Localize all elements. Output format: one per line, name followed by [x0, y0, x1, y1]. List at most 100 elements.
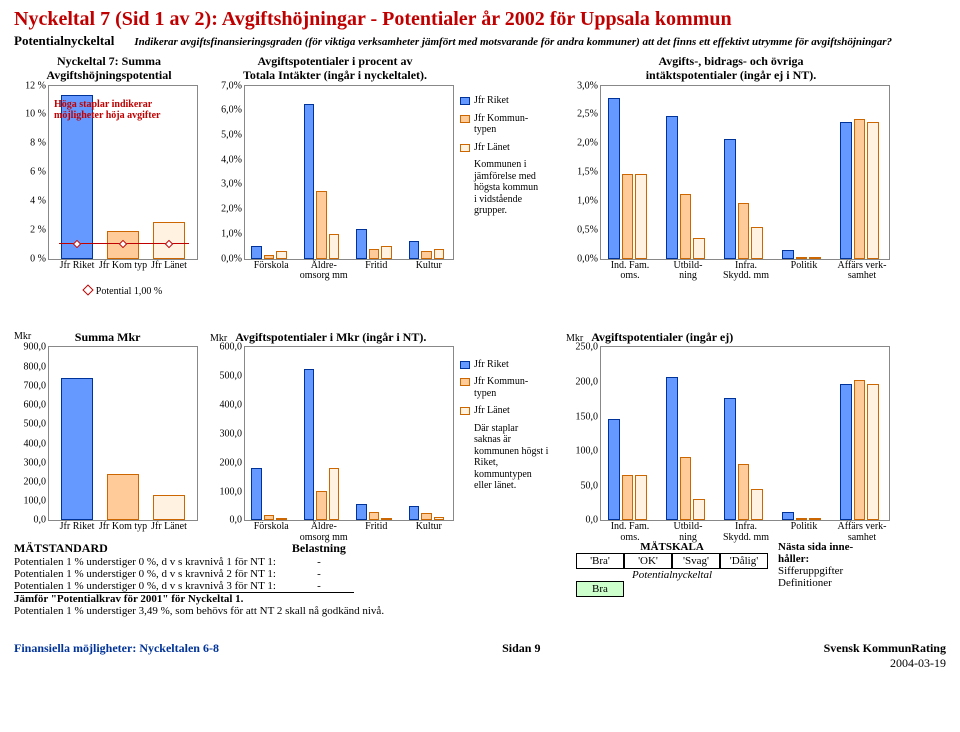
bar — [304, 369, 315, 521]
x-label: Jfr Riket — [60, 259, 95, 272]
x-label: Fritid — [365, 520, 387, 533]
y-tick: 12 % — [25, 80, 49, 91]
y-tick: 600,0 — [220, 342, 246, 353]
bar — [107, 474, 139, 521]
bar — [356, 504, 367, 520]
chart-1-1-note: Höga staplar indikerarmöjligheter höja a… — [54, 99, 160, 121]
y-tick: 6,0% — [221, 105, 245, 116]
y-tick: 3,0% — [577, 80, 601, 91]
y-tick: 0,0% — [577, 253, 601, 264]
bar — [854, 380, 866, 520]
y-tick: 0,0 — [34, 515, 50, 526]
bar — [666, 377, 678, 521]
x-label: Jfr Länet — [151, 520, 187, 533]
y-tick: 0,0 — [586, 515, 602, 526]
chart-2-3: MkrAvgiftspotentialer (ingår ej) 250,020… — [566, 331, 896, 522]
charts-row-1: Nyckeltal 7: SummaAvgiftshöjningspotenti… — [14, 55, 946, 297]
x-label: Kultur — [416, 259, 442, 272]
bar — [421, 513, 432, 520]
y-tick: 2,0% — [577, 138, 601, 149]
chart-1-3-title: Avgifts-, bidrags- och övrigaintäktspote… — [566, 55, 896, 83]
y-tick: 100,0 — [220, 486, 246, 497]
bar — [867, 384, 879, 521]
x-label: Jfr Riket — [60, 520, 95, 533]
bar — [608, 98, 620, 258]
legend-item: Jfr Länet — [460, 405, 555, 417]
bar — [369, 512, 380, 521]
y-tick: 3,0% — [221, 179, 245, 190]
bar — [724, 139, 736, 259]
y-tick: 1,5% — [577, 167, 601, 178]
y-tick: 600,0 — [24, 400, 50, 411]
subhead-right: Indikerar avgiftsfinansieringsgraden (fö… — [134, 36, 892, 48]
x-label: Utbild-ning — [674, 259, 703, 282]
y-tick: 2 % — [30, 224, 49, 235]
y-tick: 0,0 — [230, 515, 246, 526]
result-cell: Bra — [576, 581, 624, 597]
bar — [622, 475, 634, 521]
bar — [622, 174, 634, 259]
x-label: Jfr Länet — [151, 259, 187, 272]
bar — [421, 251, 432, 259]
y-tick: 400,0 — [220, 400, 246, 411]
bar — [782, 250, 794, 258]
legend-item: Jfr Riket — [460, 95, 555, 107]
bar — [304, 104, 315, 259]
y-tick: 300,0 — [220, 428, 246, 439]
footer: Finansiella möjligheter: Nyckeltalen 6-8… — [14, 641, 946, 671]
x-label: Kultur — [416, 520, 442, 533]
footer-right: Svensk KommunRating2004-03-19 — [824, 641, 946, 671]
bar — [680, 457, 692, 520]
chart-1-1-potlabel: Potential 1,00 % — [42, 286, 204, 297]
bar — [316, 491, 327, 520]
x-label: Äldre-omsorg mm — [300, 520, 348, 543]
y-tick: 800,0 — [24, 361, 50, 372]
bar — [854, 119, 866, 259]
chart-1-2-legend: Jfr RiketJfr Kommun-typenJfr LänetKommun… — [460, 55, 555, 297]
x-label: Infra.Skydd. mm — [723, 259, 769, 282]
y-tick: 4,0% — [221, 154, 245, 165]
y-tick: 100,0 — [576, 446, 602, 457]
y-tick: 200,0 — [576, 377, 602, 388]
legend-item: Jfr Kommun-typen — [460, 376, 555, 399]
chart-2-1: MkrSumma Mkr 900,0800,0700,0600,0500,040… — [14, 331, 204, 522]
bar — [434, 249, 445, 259]
bar — [409, 506, 420, 521]
matstandard-left: MÄTSTANDARDBelastning Potentialen 1 % un… — [14, 541, 570, 617]
bar — [693, 238, 705, 258]
y-tick: 50,0 — [581, 480, 602, 491]
matstandard-block: MÄTSTANDARDBelastning Potentialen 1 % un… — [14, 541, 946, 617]
y-tick: 1,0% — [577, 195, 601, 206]
x-label: Politik — [791, 259, 818, 272]
bar — [369, 249, 380, 259]
bar — [840, 384, 852, 521]
y-tick: 400,0 — [24, 438, 50, 449]
bar — [867, 122, 879, 259]
bar — [409, 241, 420, 259]
bar — [61, 378, 93, 520]
bar — [356, 229, 367, 259]
y-tick: 150,0 — [576, 411, 602, 422]
bar — [329, 468, 340, 521]
x-label: Förskola — [254, 259, 289, 272]
y-tick: 4 % — [30, 195, 49, 206]
legend-item: Jfr Kommun-typen — [460, 113, 555, 136]
y-tick: 250,0 — [576, 342, 602, 353]
y-tick: 8 % — [30, 138, 49, 149]
x-label: Infra.Skydd. mm — [723, 520, 769, 543]
bar — [635, 475, 647, 521]
bar — [329, 234, 340, 259]
legend-item: Jfr Riket — [460, 359, 555, 371]
y-tick: 100,0 — [24, 496, 50, 507]
chart-1-2: Avgiftspotentialer i procent avTotala In… — [210, 55, 560, 297]
bar — [153, 495, 185, 520]
x-label: Förskola — [254, 520, 289, 533]
chart-2-2-legend: Jfr RiketJfr Kommun-typenJfr LänetDär st… — [460, 331, 555, 522]
bar — [751, 489, 763, 521]
bar — [381, 246, 392, 259]
y-tick: 5,0% — [221, 130, 245, 141]
bar — [316, 191, 327, 259]
scale-row: 'Bra' 'OK' 'Svag' 'Dålig' — [576, 553, 768, 569]
bar — [666, 116, 678, 259]
legend-item: Jfr Länet — [460, 142, 555, 154]
